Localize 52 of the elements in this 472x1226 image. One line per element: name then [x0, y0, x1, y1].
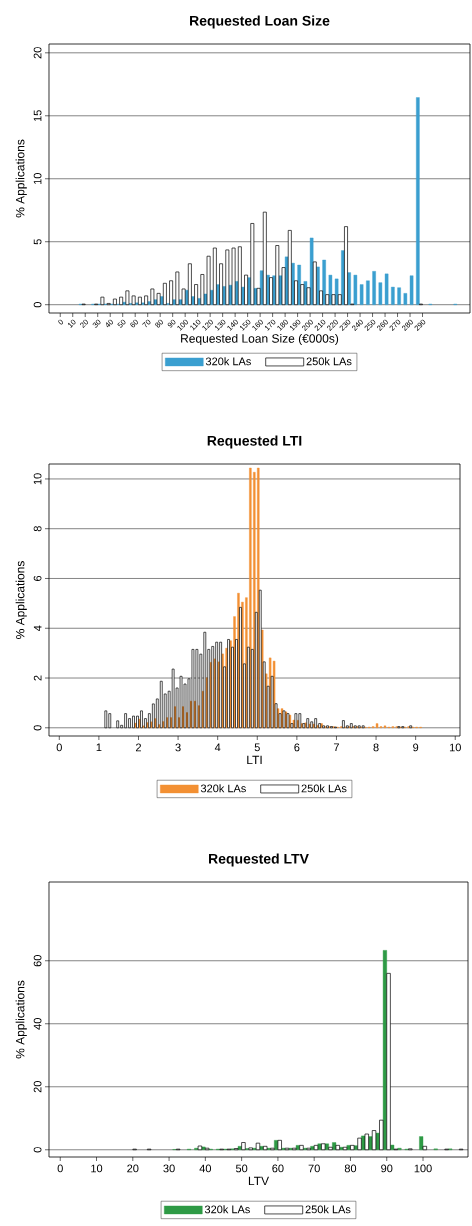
x-axis-title: LTI — [247, 755, 262, 765]
x-tick-label: 90 — [381, 1164, 393, 1173]
x-tick-label: 1 — [96, 743, 102, 752]
y-tick-label: 10 — [33, 473, 42, 485]
legend-label: 250k LAs — [305, 1205, 351, 1214]
y-tick-label: 8 — [33, 526, 42, 532]
chart-title: Requested LTV — [209, 853, 309, 867]
chart-title: Requested LTI — [207, 435, 302, 449]
y-tick-label: 2 — [33, 675, 42, 681]
x-tick-label: 5 — [254, 743, 260, 752]
legend-label: 250k LAs — [306, 357, 352, 366]
x-tick-label: 10 — [449, 743, 461, 752]
x-tick-label: 2 — [135, 743, 141, 752]
x-tick-label: 9 — [413, 743, 419, 752]
y-tick-label: 20 — [33, 47, 42, 59]
x-tick-label: 50 — [235, 1164, 248, 1173]
x-tick-label: 0 — [57, 1164, 63, 1173]
x-tick-label: 100 — [414, 1164, 432, 1173]
y-tick-label: 5 — [33, 239, 42, 245]
y-tick-label: 6 — [33, 575, 42, 581]
legend-label: 320k LAs — [200, 784, 246, 793]
x-axis-title: Requested Loan Size (€000s) — [181, 333, 339, 346]
y-tick-label: 20 — [33, 1081, 42, 1093]
y-axis-title: % Applications — [15, 980, 27, 1059]
x-axis-title: LTV — [248, 1176, 270, 1186]
x-tick-label: 3 — [175, 743, 181, 752]
x-tick-label: 6 — [294, 743, 300, 752]
x-tick-label: 4 — [214, 743, 221, 752]
y-tick-label: 60 — [33, 955, 42, 967]
y-tick-label: 0 — [33, 725, 42, 731]
y-tick-label: 10 — [33, 173, 42, 185]
y-tick-label: 4 — [33, 625, 42, 632]
legend-label: 320k LAs — [205, 357, 251, 366]
x-tick-label: 7 — [333, 743, 339, 752]
x-tick-label: 8 — [373, 743, 379, 752]
y-axis-title: % Applications — [15, 561, 27, 639]
x-tick-label: 70 — [308, 1164, 320, 1173]
x-tick-label: 0 — [56, 743, 62, 752]
y-tick-label: 15 — [33, 110, 42, 122]
x-tick-label: 40 — [199, 1164, 212, 1173]
x-tick-label: 80 — [344, 1164, 357, 1173]
x-tick-label: 60 — [272, 1164, 284, 1173]
chart-title: Requested Loan Size — [190, 15, 330, 29]
legend-label: 320k LAs — [204, 1205, 250, 1214]
y-tick-label: 0 — [33, 1147, 42, 1153]
x-tick-label: 10 — [91, 1164, 103, 1173]
x-tick-label: 30 — [163, 1164, 175, 1173]
y-tick-label: 0 — [33, 302, 42, 308]
x-tick-label: 20 — [127, 1164, 139, 1173]
y-tick-label: 40 — [33, 1018, 42, 1030]
legend-label: 250k LAs — [301, 784, 347, 793]
y-axis-title: % Applications — [15, 139, 27, 218]
